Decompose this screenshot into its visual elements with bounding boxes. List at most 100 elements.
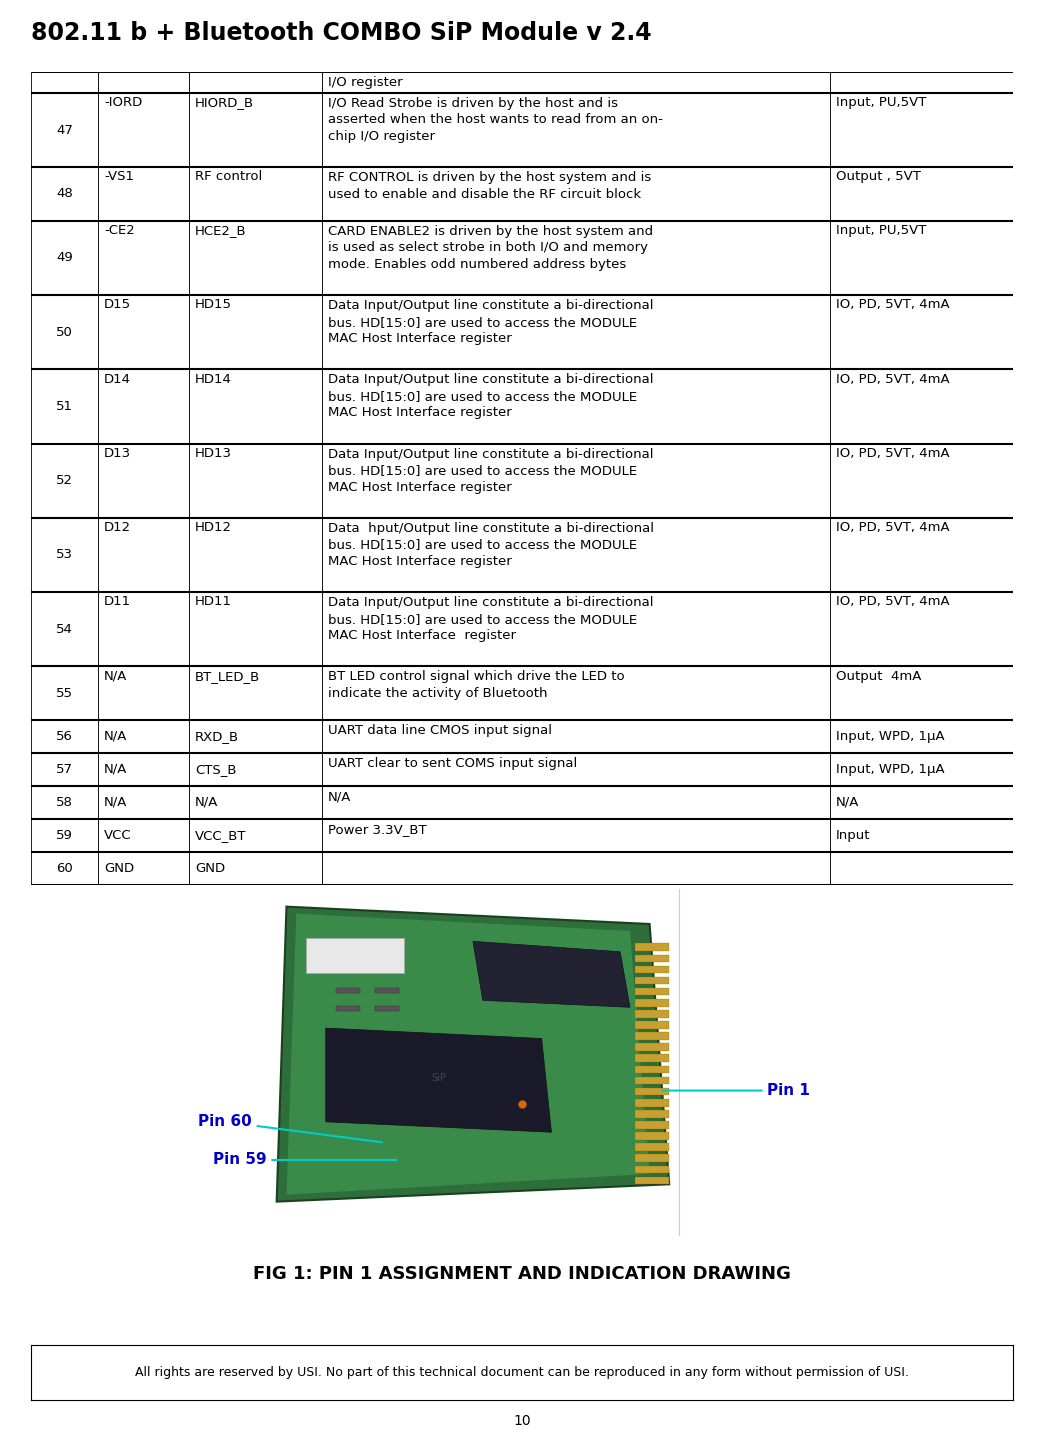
Bar xyxy=(189,667,322,720)
Text: HD14: HD14 xyxy=(195,373,232,386)
Text: GND: GND xyxy=(104,862,134,875)
Text: CTS_B: CTS_B xyxy=(195,763,237,777)
Text: Power 3.3V_BT: Power 3.3V_BT xyxy=(328,823,426,836)
Bar xyxy=(31,444,98,518)
Bar xyxy=(98,753,189,787)
Polygon shape xyxy=(326,1028,551,1132)
Bar xyxy=(98,295,189,369)
Bar xyxy=(31,818,98,852)
Text: Data Input/Output line constitute a bi-directional
bus. HD[15:0] are used to acc: Data Input/Output line constitute a bi-d… xyxy=(328,299,654,346)
Text: 802.11 b + Bluetooth COMBO SiP Module v 2.4: 802.11 b + Bluetooth COMBO SiP Module v … xyxy=(31,22,651,45)
Bar xyxy=(830,369,1013,444)
Text: Input, PU,5VT: Input, PU,5VT xyxy=(836,224,926,237)
Bar xyxy=(635,1087,669,1096)
Text: HD12: HD12 xyxy=(195,521,232,534)
Bar xyxy=(375,1005,399,1011)
Bar xyxy=(635,1077,669,1084)
Bar xyxy=(830,295,1013,369)
Bar xyxy=(635,1032,669,1040)
Bar xyxy=(830,852,1013,885)
Bar xyxy=(31,72,98,93)
Text: CARD ENABLE2 is driven by the host system and
is used as select strobe in both I: CARD ENABLE2 is driven by the host syste… xyxy=(328,226,652,270)
Text: IO, PD, 5VT, 4mA: IO, PD, 5VT, 4mA xyxy=(836,447,954,460)
Bar xyxy=(98,591,189,667)
Text: IO, PD, 5VT, 4mA: IO, PD, 5VT, 4mA xyxy=(836,298,954,311)
Text: Data Input/Output line constitute a bi-directional
bus. HD[15:0] are used to acc: Data Input/Output line constitute a bi-d… xyxy=(328,448,654,493)
Bar xyxy=(31,93,98,168)
Bar xyxy=(98,852,189,885)
Bar xyxy=(31,295,98,369)
Bar xyxy=(635,999,669,1006)
Text: 56: 56 xyxy=(56,730,73,743)
Text: N/A: N/A xyxy=(836,795,859,808)
Text: N/A: N/A xyxy=(328,790,351,803)
Bar xyxy=(189,444,322,518)
Bar xyxy=(98,787,189,818)
Polygon shape xyxy=(277,907,669,1202)
Bar xyxy=(635,1177,669,1184)
Text: IO, PD, 5VT, 4mA: IO, PD, 5VT, 4mA xyxy=(836,521,954,534)
Text: 47: 47 xyxy=(56,123,73,136)
Text: 48: 48 xyxy=(56,188,73,201)
Bar xyxy=(322,818,830,852)
Text: Pin 1: Pin 1 xyxy=(662,1083,810,1098)
Bar xyxy=(322,93,830,168)
Text: FIG 1: PIN 1 ASSIGNMENT AND INDICATION DRAWING: FIG 1: PIN 1 ASSIGNMENT AND INDICATION D… xyxy=(253,1265,791,1283)
Bar xyxy=(306,938,404,973)
Bar xyxy=(189,168,322,221)
Text: RXD_B: RXD_B xyxy=(195,730,239,743)
Text: UART data line CMOS input signal: UART data line CMOS input signal xyxy=(328,724,551,737)
Bar xyxy=(322,369,830,444)
Text: Output , 5VT: Output , 5VT xyxy=(836,171,921,184)
Bar xyxy=(98,518,189,591)
Text: -IORD: -IORD xyxy=(104,97,142,110)
Bar xyxy=(98,221,189,295)
Text: -VS1: -VS1 xyxy=(104,171,134,184)
Bar xyxy=(635,1132,669,1139)
Text: N/A: N/A xyxy=(104,669,127,683)
Bar xyxy=(322,667,830,720)
Text: Data Input/Output line constitute a bi-directional
bus. HD[15:0] are used to acc: Data Input/Output line constitute a bi-d… xyxy=(328,373,654,419)
Bar xyxy=(830,72,1013,93)
Bar xyxy=(830,444,1013,518)
Bar xyxy=(31,369,98,444)
Bar xyxy=(322,72,830,93)
Bar xyxy=(635,1154,669,1163)
Text: BT_LED_B: BT_LED_B xyxy=(195,669,260,683)
Text: IO, PD, 5VT, 4mA: IO, PD, 5VT, 4mA xyxy=(836,373,954,386)
Bar xyxy=(31,852,98,885)
Bar xyxy=(98,168,189,221)
Bar xyxy=(189,93,322,168)
Bar xyxy=(322,221,830,295)
Bar xyxy=(189,852,322,885)
Bar xyxy=(635,943,669,951)
Text: HD13: HD13 xyxy=(195,447,232,460)
Text: 10: 10 xyxy=(514,1414,530,1427)
Bar xyxy=(830,818,1013,852)
Text: SiP: SiP xyxy=(431,1073,446,1083)
Text: D15: D15 xyxy=(104,298,132,311)
Bar xyxy=(830,93,1013,168)
Bar xyxy=(635,1165,669,1173)
Bar xyxy=(189,295,322,369)
Bar xyxy=(98,72,189,93)
Bar xyxy=(31,720,98,753)
Text: N/A: N/A xyxy=(104,795,127,808)
Text: Input, PU,5VT: Input, PU,5VT xyxy=(836,97,926,110)
Text: All rights are reserved by USI. No part of this technical document can be reprod: All rights are reserved by USI. No part … xyxy=(135,1366,909,1378)
Text: 55: 55 xyxy=(56,687,73,700)
Bar xyxy=(635,966,669,973)
Text: Output  4mA: Output 4mA xyxy=(836,669,922,683)
Text: 54: 54 xyxy=(56,623,73,636)
Bar xyxy=(635,1011,669,1018)
Text: GND: GND xyxy=(195,862,226,875)
Text: 58: 58 xyxy=(56,795,73,808)
Text: N/A: N/A xyxy=(104,730,127,743)
Text: HCE2_B: HCE2_B xyxy=(195,224,246,237)
Bar xyxy=(98,818,189,852)
Bar xyxy=(322,518,830,591)
Text: VCC: VCC xyxy=(104,829,132,842)
Bar xyxy=(635,1044,669,1051)
Text: 59: 59 xyxy=(56,829,73,842)
Text: 49: 49 xyxy=(56,252,73,265)
